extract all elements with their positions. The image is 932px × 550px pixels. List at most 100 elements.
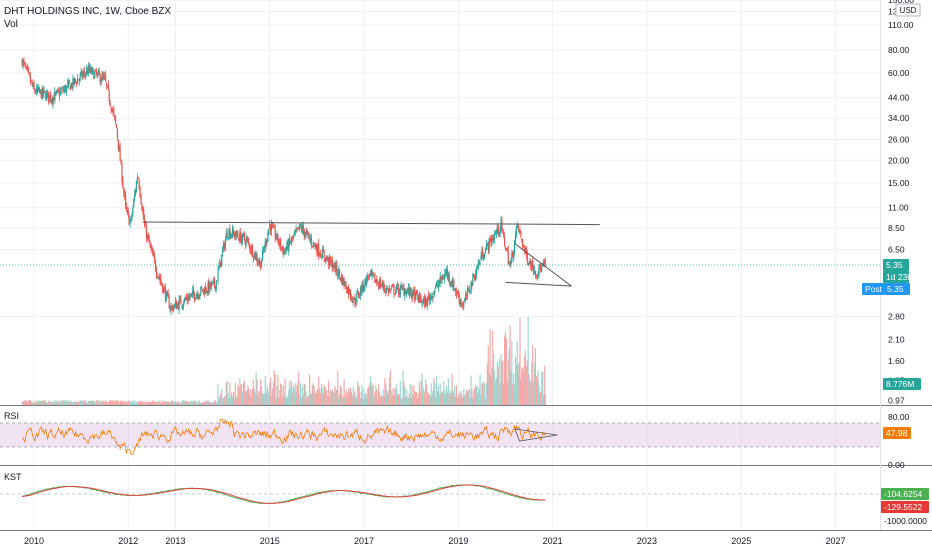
- candle-body: [169, 308, 171, 310]
- volume-bar: [155, 401, 158, 405]
- candle-body: [297, 227, 299, 229]
- candle-body: [95, 69, 97, 72]
- candle-body: [413, 290, 415, 292]
- volume-bar: [202, 401, 205, 405]
- candle-body: [437, 283, 440, 288]
- candle-body: [204, 287, 206, 294]
- candle-body: [137, 178, 139, 180]
- rsi-pane[interactable]: [0, 419, 880, 455]
- volume-bar: [204, 402, 206, 405]
- volume-bar: [283, 394, 285, 405]
- volume-bar: [105, 400, 107, 405]
- candle-body: [340, 276, 342, 281]
- volume-bar: [411, 385, 413, 405]
- volume-bar: [57, 402, 60, 405]
- volume-bar: [189, 401, 191, 405]
- candle-body: [403, 288, 405, 295]
- volume-bar: [74, 401, 76, 405]
- volume-bar: [231, 396, 234, 405]
- candle-body: [225, 233, 227, 241]
- candle-body: [541, 265, 543, 272]
- candle-body: [522, 241, 524, 248]
- volume-bar: [455, 396, 457, 405]
- volume-bar: [309, 394, 312, 405]
- candle-body: [452, 280, 454, 289]
- volume-bar: [494, 381, 497, 405]
- volume-bar: [418, 382, 420, 405]
- candle-body: [521, 238, 523, 242]
- volume-bar: [503, 384, 505, 405]
- candle-body: [231, 233, 233, 236]
- volume-bar: [260, 386, 263, 405]
- candle-body: [426, 296, 429, 307]
- candle-body: [498, 232, 500, 234]
- candle-body: [111, 109, 113, 111]
- volume-bar: [167, 401, 169, 405]
- volume-bar: [413, 385, 415, 405]
- volume-bar: [56, 400, 58, 405]
- x-tick-label: 2017: [354, 536, 374, 546]
- volume-bar: [473, 391, 475, 405]
- candle-body: [411, 294, 413, 299]
- candle-body: [243, 234, 245, 241]
- volume-bar: [508, 349, 510, 405]
- price-candles[interactable]: [0, 57, 880, 315]
- candle-body: [475, 268, 478, 276]
- candle-body: [158, 276, 160, 278]
- volume-bar: [182, 400, 184, 405]
- volume-bar: [151, 401, 153, 405]
- candle-body: [327, 256, 329, 261]
- volume-bar: [397, 395, 400, 405]
- currency-label[interactable]: USD: [900, 6, 917, 15]
- candle-body: [312, 241, 314, 245]
- candle-body: [389, 289, 391, 291]
- candle-body: [105, 82, 108, 85]
- candle-body: [493, 237, 495, 240]
- candle-body: [377, 283, 379, 285]
- volume-bar: [183, 400, 185, 405]
- volume-bar: [515, 364, 517, 405]
- volume-bar: [55, 401, 57, 405]
- volume-bar: [115, 400, 118, 405]
- candle-body: [212, 280, 215, 282]
- volume-bar: [58, 400, 60, 405]
- volume-bar: [33, 402, 35, 405]
- volume-bar: [434, 382, 436, 405]
- kst-signal-line: [21, 484, 546, 504]
- rsi-label[interactable]: RSI: [4, 411, 19, 421]
- volume-bar: [112, 400, 114, 405]
- volume-bar: [431, 394, 433, 405]
- currency-box[interactable]: [895, 3, 921, 17]
- volume-bar: [309, 374, 311, 405]
- volume-label[interactable]: Vol: [4, 19, 18, 30]
- candle-body: [85, 69, 88, 74]
- candle-body: [402, 287, 404, 289]
- volume-bar: [233, 398, 235, 405]
- candle-body: [49, 92, 51, 101]
- candle-body: [37, 87, 40, 91]
- kst-pane[interactable]: [0, 484, 880, 505]
- volume-bar: [27, 400, 30, 405]
- candle-body: [504, 246, 507, 250]
- volume-bar: [93, 400, 95, 405]
- candle-body: [447, 273, 449, 278]
- trendlines[interactable]: [142, 221, 600, 287]
- kst-label[interactable]: KST: [4, 472, 22, 482]
- volume-bar: [153, 401, 155, 405]
- volume-bar: [332, 391, 334, 405]
- volume-bar: [524, 350, 527, 405]
- candle-body: [427, 294, 430, 298]
- volume-bar: [446, 392, 449, 405]
- candle-body: [62, 89, 64, 92]
- volume-bar: [24, 400, 26, 405]
- candle-body: [232, 230, 235, 233]
- volume-bar: [439, 383, 441, 405]
- volume-bar: [290, 381, 293, 405]
- volume-bar: [486, 363, 488, 405]
- volume-bar: [156, 402, 158, 405]
- symbol-title[interactable]: DHT HOLDINGS INC, 1W, Cboe BZX: [4, 6, 171, 17]
- candle-body: [73, 78, 75, 84]
- volume-bar: [216, 401, 218, 405]
- rsi-tick-label: 0.00: [888, 460, 905, 470]
